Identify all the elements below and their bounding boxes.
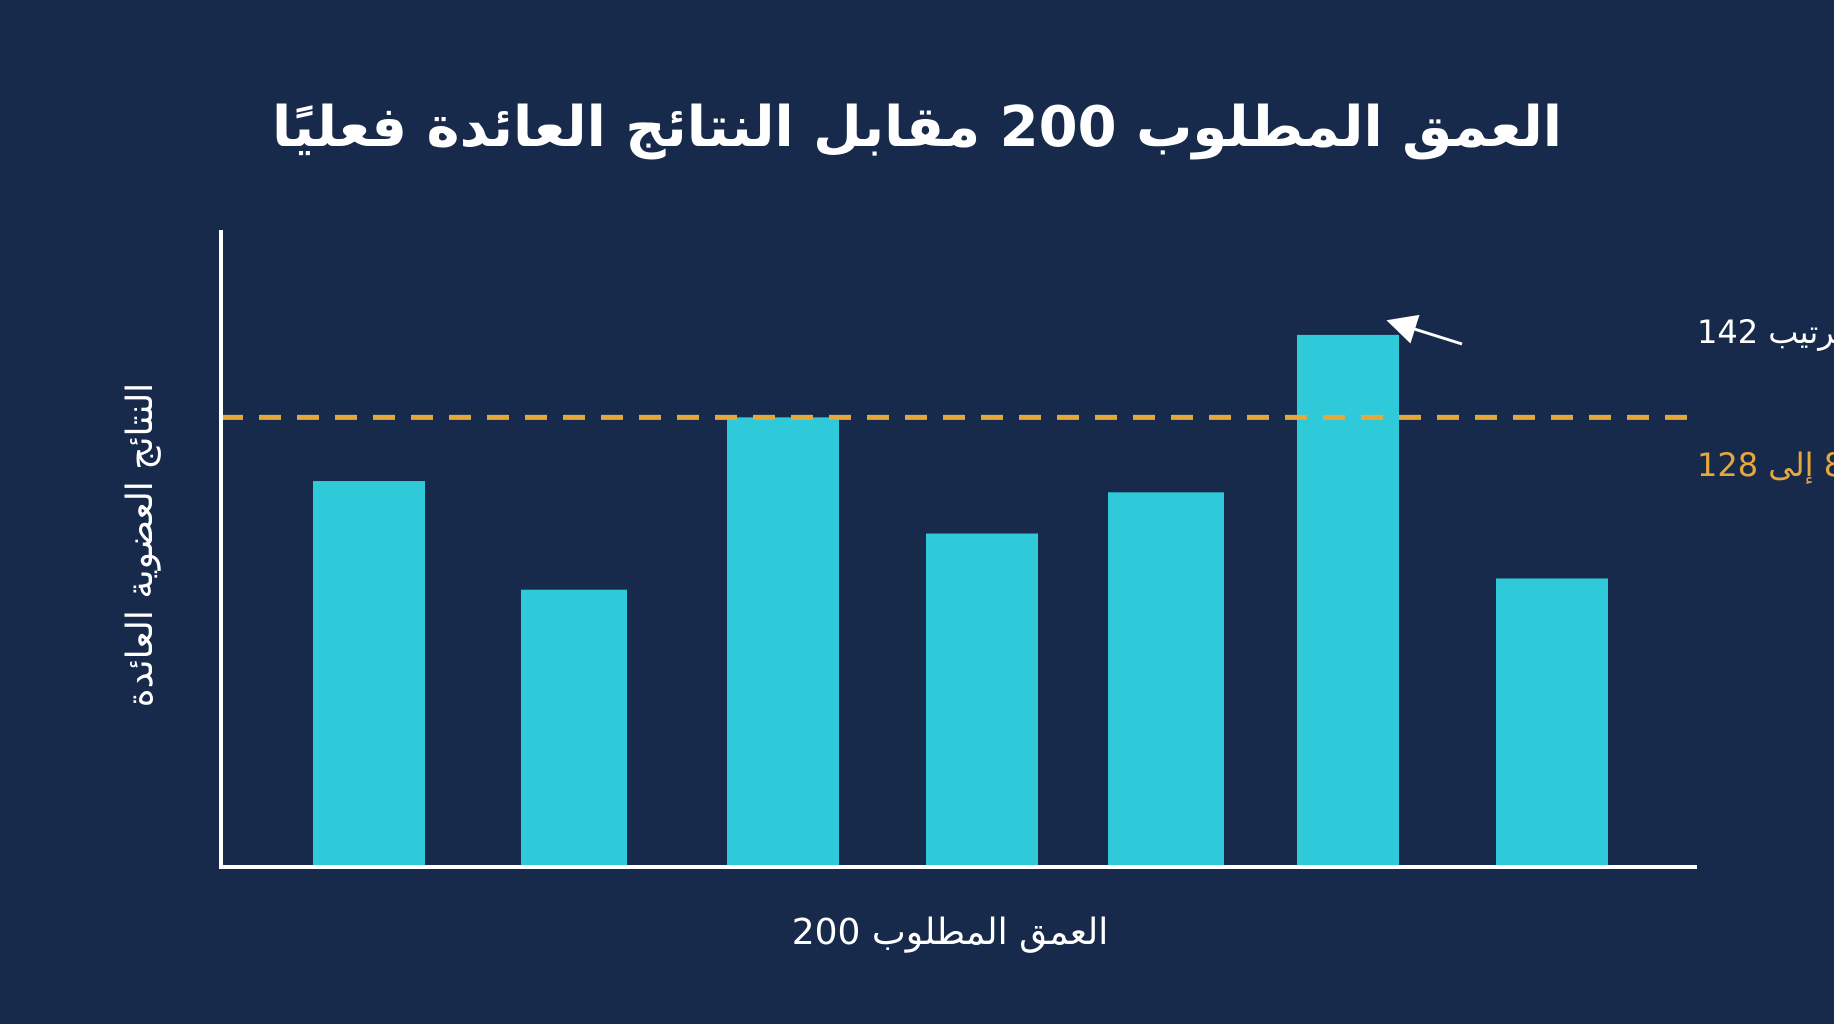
bar-6 — [1297, 334, 1399, 868]
bar-2 — [521, 589, 627, 867]
bar-7 — [1496, 578, 1608, 867]
reference-line-label: من 83 إلى 128 — [1697, 446, 1834, 484]
bar-3 — [727, 417, 839, 867]
bar-4 — [926, 533, 1038, 867]
chart-title: العمق المطلوب 200 مقابل النتائج العائدة … — [272, 95, 1562, 160]
x-axis-label: العمق المطلوب 200 — [792, 912, 1109, 953]
bar-5 — [1108, 492, 1224, 867]
y-axis-label: النتائج العضوية العائدة — [120, 383, 161, 707]
annotation-arrow — [1386, 314, 1463, 346]
bars-group — [313, 334, 1608, 868]
bar-1 — [313, 481, 425, 867]
annotation-label: أعمق ترتيب 142 — [1697, 311, 1834, 351]
